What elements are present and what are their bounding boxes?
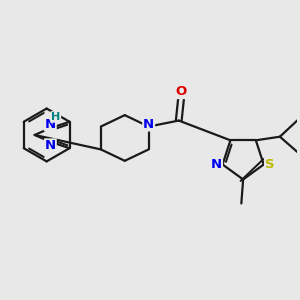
- Text: S: S: [265, 158, 274, 171]
- Text: O: O: [176, 85, 187, 98]
- Text: N: N: [143, 118, 154, 131]
- Text: N: N: [45, 139, 56, 152]
- Text: N: N: [211, 158, 222, 171]
- Text: H: H: [51, 112, 60, 122]
- Text: N: N: [45, 118, 56, 131]
